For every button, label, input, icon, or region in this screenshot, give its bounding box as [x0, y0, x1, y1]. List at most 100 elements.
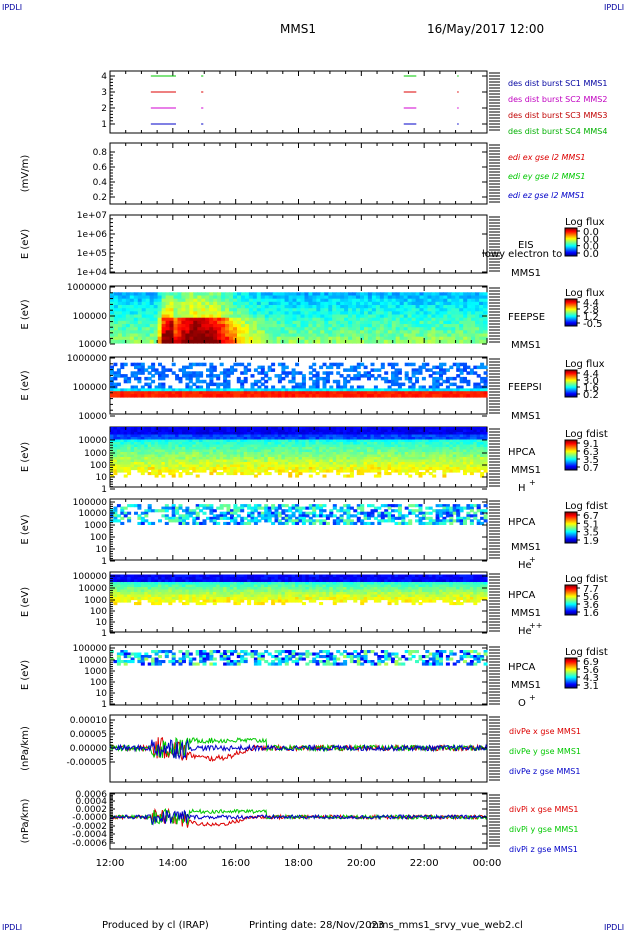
hpca-h-panel-cell	[277, 472, 282, 476]
hpca-h-panel-cell	[212, 444, 217, 448]
hpca-h-panel-cell	[171, 457, 176, 461]
feepse-panel-cell	[181, 333, 186, 338]
feepse-panel-cell	[387, 317, 393, 322]
hpca-h-panel-cell	[363, 432, 368, 436]
feepse-panel-cell	[141, 311, 147, 316]
hpca-h-panel-cell	[428, 442, 433, 446]
feepse-panel-cell	[110, 301, 115, 306]
feepse-panel-cell	[439, 305, 444, 309]
feepse-panel-cell	[300, 305, 306, 309]
feepse-panel-cell	[312, 336, 317, 341]
feepsi-panel-cell	[370, 388, 375, 392]
feepsi-panel-cell	[373, 391, 378, 395]
feepse-panel-cell	[244, 292, 250, 297]
feepse-panel-cell	[217, 330, 222, 335]
feepsi-panel-cell	[137, 391, 142, 395]
feepsi-panel-cell	[435, 385, 440, 389]
feepsi-panel-cell	[216, 374, 221, 378]
hpca-h-panel-cell	[459, 459, 464, 463]
feepse-panel-cell	[300, 301, 306, 306]
hpca-h-panel-cell	[151, 449, 156, 453]
hpca-h-panel-cell	[247, 462, 252, 466]
feepse-panel-cell	[129, 320, 135, 325]
feepsi-panel-cell	[404, 374, 409, 378]
feepsi-panel-ylabel: E (eV)	[20, 370, 31, 400]
feepsi-panel-cell	[373, 394, 378, 398]
hpca-h-panel-cell	[387, 427, 392, 431]
hpca-h-panel-cell	[116, 452, 121, 456]
feepse-panel-cell	[209, 298, 214, 303]
feepse-panel-cell	[153, 292, 159, 297]
hpca-h-panel-cell	[384, 439, 389, 443]
hpca-h-panel-cell	[428, 462, 433, 466]
feepse-panel-cell	[391, 308, 397, 312]
hpca-h-panel-cell	[209, 439, 214, 443]
feepse-panel-cell	[229, 311, 234, 316]
feepse-panel-cell	[391, 324, 397, 328]
hpca-h-panel-cell	[480, 442, 485, 446]
hpca-h-panel-cell	[236, 459, 241, 463]
feepse-panel-cell	[165, 311, 171, 316]
feepse-panel-cell	[455, 327, 460, 331]
hpca-h-panel-cell	[140, 467, 145, 471]
hpca-h-panel-cell	[428, 449, 433, 453]
hpca-h-panel-cell	[140, 449, 145, 453]
hpca-h-panel-cell	[346, 469, 351, 473]
feepsi-panel-cell	[230, 368, 234, 372]
hpca-h-panel-cell	[295, 432, 300, 436]
feepsi-panel-cell	[445, 388, 450, 392]
feepse-panel-cell	[447, 298, 452, 303]
hpca-h-panel-cell	[452, 447, 457, 451]
feepse-panel-cell	[205, 336, 210, 341]
hpca-h-panel-cell	[360, 434, 365, 438]
feepsi-panel-cell	[140, 365, 145, 370]
feepse-panel-cell	[248, 327, 254, 331]
feepse-panel-cell	[435, 333, 440, 338]
feepse-panel-cell	[288, 295, 294, 300]
feepsi-panel-cell	[322, 391, 327, 395]
feepse-panel-cell	[121, 317, 127, 322]
feepse-panel-cell	[360, 327, 365, 331]
hpca-h-panel-cell	[257, 467, 262, 471]
hpca-h-panel-cell	[343, 449, 348, 453]
hpca-h-panel-cell	[332, 464, 337, 468]
feepsi-panel-cell	[415, 391, 419, 395]
feepse-panel-colorbar-label: -0.5	[583, 319, 603, 330]
hpca-h-panel-cell	[325, 469, 330, 473]
feepsi-panel-cell	[339, 388, 344, 392]
hpca-h-panel-cell	[116, 442, 121, 446]
hpca-h-panel-cell	[219, 457, 224, 461]
hpca-h-panel-cell	[391, 437, 395, 441]
hpca-h-panel-cell	[298, 467, 303, 471]
feepse-panel-cell	[117, 298, 123, 303]
feepse-panel-cell	[284, 327, 290, 331]
hpca-h-panel-cell	[377, 429, 382, 433]
hpca-h-panel-cell	[216, 447, 221, 451]
hpca-h-panel-cell	[192, 437, 197, 441]
feepse-panel-cell	[467, 324, 472, 328]
hpca-h-panel-cell	[432, 434, 437, 438]
feepse-panel-cell	[292, 339, 298, 344]
feepse-panel-cell	[114, 333, 119, 338]
hpca-h-panel-cell	[360, 437, 365, 441]
hpca-h-panel-cell	[469, 432, 474, 436]
hpca-h-panel-cell	[230, 459, 234, 463]
feepse-panel-cell	[137, 320, 143, 325]
feepse-panel-cell	[471, 305, 476, 309]
feepse-panel-cell	[284, 311, 290, 316]
feepse-panel-cell	[276, 327, 282, 331]
feepsi-panel-cell	[301, 391, 306, 395]
feepse-panel-cell	[169, 333, 175, 338]
feepsi-panel-cell	[332, 388, 337, 392]
feepse-panel-cell	[114, 308, 119, 312]
hpca-h-panel-cell	[219, 442, 224, 446]
hpca-h-panel-cell	[425, 464, 430, 468]
feepsi-panel-cell	[315, 379, 320, 384]
hpca-h-panel-cell	[284, 467, 289, 471]
hpca-h-panel-cell	[250, 432, 255, 436]
feepse-panel-cell	[411, 320, 417, 325]
feepse-panel-cell	[443, 333, 448, 338]
hpca-h-panel-cell	[233, 444, 238, 448]
hpca-h-panel-cell	[380, 432, 385, 436]
feepsi-panel-cell	[476, 391, 481, 395]
